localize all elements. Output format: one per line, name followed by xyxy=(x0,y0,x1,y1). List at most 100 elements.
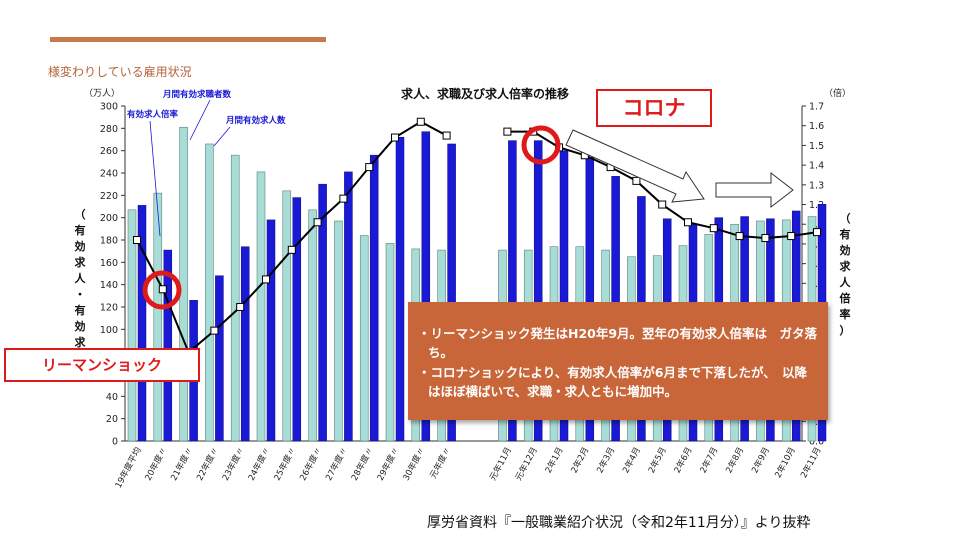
bar-openings xyxy=(447,143,456,442)
y-left-tick-label: 280 xyxy=(100,124,118,135)
y-axis-title-char: 人 xyxy=(840,275,852,289)
x-tick-label: 25年度〃 xyxy=(272,445,299,482)
x-tick-label: 2年9月 xyxy=(749,445,772,475)
y-right-tick-label: 1.1 xyxy=(809,220,824,231)
y-axis-title-char: 有 xyxy=(75,223,86,237)
x-tick-label: 30年度〃 xyxy=(401,445,428,482)
y-left-tick-label: 140 xyxy=(100,280,118,291)
chart-title: 求人、求職及び求人倍率の推移 xyxy=(401,86,569,101)
x-tick-labels: 19年度平均 20年度〃 21年度〃 22年度〃 23年度〃 24年度〃 25年度〃 26年度… xyxy=(113,445,824,490)
ratio-point xyxy=(658,200,667,209)
ratio-point xyxy=(133,236,141,244)
x-tick-label: 20年度〃 xyxy=(143,445,170,482)
bar-openings xyxy=(369,154,379,442)
right-arrow xyxy=(715,171,794,209)
y-right-tick-label: 1.0 xyxy=(809,239,824,250)
bar-openings xyxy=(421,131,431,442)
legend-leader-seekers xyxy=(189,99,211,141)
ratio-point xyxy=(813,228,821,237)
y-right-unit: （倍） xyxy=(824,87,851,99)
x-tick-label: 2年4月 xyxy=(620,445,643,475)
y-right-tick-label: 0.9 xyxy=(809,259,824,270)
x-tick-label: 元年度〃 xyxy=(428,445,454,480)
y-left-tick-label: 260 xyxy=(100,146,118,157)
y-left-tick-label: 220 xyxy=(100,191,118,202)
x-tick-label: 2年3月 xyxy=(594,445,617,475)
bar-openings xyxy=(137,205,147,442)
bar-openings xyxy=(559,150,569,442)
bar-seekers xyxy=(334,220,343,442)
bar-seekers xyxy=(256,171,266,442)
x-tick-label: 2年6月 xyxy=(672,445,695,475)
x-tick-label: 21年度〃 xyxy=(168,445,195,482)
y-axis-title-char: 率 xyxy=(840,307,851,321)
callout-box: ・リーマンショック発生はH20年9月。翌年の有効求人倍率は ガタ落ち。 ・コロナ… xyxy=(408,302,828,420)
bar-seekers xyxy=(179,126,188,442)
bar-openings xyxy=(215,275,224,442)
ratio-point xyxy=(210,326,219,335)
bar-openings xyxy=(533,140,543,442)
ratio-point xyxy=(236,303,245,311)
x-tick-label: 2年1月 xyxy=(543,445,566,475)
ratio-point xyxy=(391,133,399,142)
source-note: 厚労省資料『一般職業紹介状況（令和2年11月分）』より抜粋 xyxy=(427,515,811,531)
y-right-tick-label: 1.4 xyxy=(809,161,824,172)
ratio-point xyxy=(761,234,770,243)
y-right-tick-label: 0.1 xyxy=(809,417,824,428)
legend-leader-ratio xyxy=(149,120,161,237)
bar-seekers xyxy=(153,192,163,442)
ratio-point xyxy=(735,232,744,241)
corona-highlight-circle xyxy=(521,125,561,165)
bar-openings xyxy=(395,137,405,442)
y-left-tick-label: 0 xyxy=(112,437,118,448)
y-right-tick-label: 1.3 xyxy=(809,180,824,191)
bar-openings xyxy=(266,219,276,442)
legend-openings: 月間有効求人数 xyxy=(225,115,286,126)
y-axis-title-char: 求 xyxy=(75,335,87,349)
x-tick-label: 26年度〃 xyxy=(297,445,324,482)
y-right-tick-label: 0.8 xyxy=(809,279,824,290)
bar-seekers xyxy=(359,235,369,442)
ratio-point xyxy=(365,163,374,172)
lehman-shock-label: リーマンショック xyxy=(4,348,200,382)
x-tick-label: 2年7月 xyxy=(698,445,721,475)
y-left-tick-label: 100 xyxy=(100,325,118,336)
y-left-tick-label: 300 xyxy=(100,102,118,113)
y-left-tick-label: 240 xyxy=(100,169,118,180)
y-axis-title-char: 効 xyxy=(75,239,86,253)
x-tick-label: 2年11月 xyxy=(798,445,823,480)
y-axis-title-char: （ xyxy=(75,208,86,221)
lehman-highlight-circle xyxy=(142,270,182,310)
bar-openings xyxy=(344,171,353,442)
y-right-tick-label: 1.5 xyxy=(809,141,824,152)
x-tick-label: 28年度〃 xyxy=(349,445,376,482)
x-tick-label: 22年度〃 xyxy=(194,445,221,482)
bar-openings xyxy=(292,197,302,442)
x-tick-label: 27年度〃 xyxy=(323,445,350,482)
y-axis-title-char: 有 xyxy=(840,227,851,241)
y-right-tick-label: 0.0 xyxy=(809,437,824,448)
bar-seekers xyxy=(385,243,395,442)
y-right-tick-label: 1.2 xyxy=(809,200,824,211)
x-tick-label: 元年11月 xyxy=(487,445,514,482)
y-left-tick-label: 180 xyxy=(100,236,118,247)
y-right-tick-label: 1.7 xyxy=(809,102,824,113)
bar-seekers xyxy=(282,190,292,442)
x-tick-label: 29年度〃 xyxy=(375,445,402,482)
callout-line-1: ・リーマンショック発生はH20年9月。翌年の有効求人倍率は ガタ落ち。 xyxy=(418,326,818,360)
down-arrow xyxy=(565,129,705,203)
y-left-tick-label: 40 xyxy=(106,392,118,403)
y-left-unit: （万人） xyxy=(84,88,120,99)
bar-seekers xyxy=(230,154,240,442)
y-axis-title-char: ・ xyxy=(75,288,86,301)
bar-openings xyxy=(163,249,173,442)
bar-openings xyxy=(508,140,517,442)
y-axis-title-char: （ xyxy=(840,212,851,225)
legend-seekers: 月間有効求職者数 xyxy=(162,89,232,100)
callout-line-2: ・コロナショックにより、有効求人倍率が6月まで下落したが、 以降はほぼ横ばいで、… xyxy=(418,365,807,399)
ratio-point xyxy=(262,275,270,284)
ratio-point xyxy=(416,117,425,126)
ratio-point xyxy=(158,285,167,294)
